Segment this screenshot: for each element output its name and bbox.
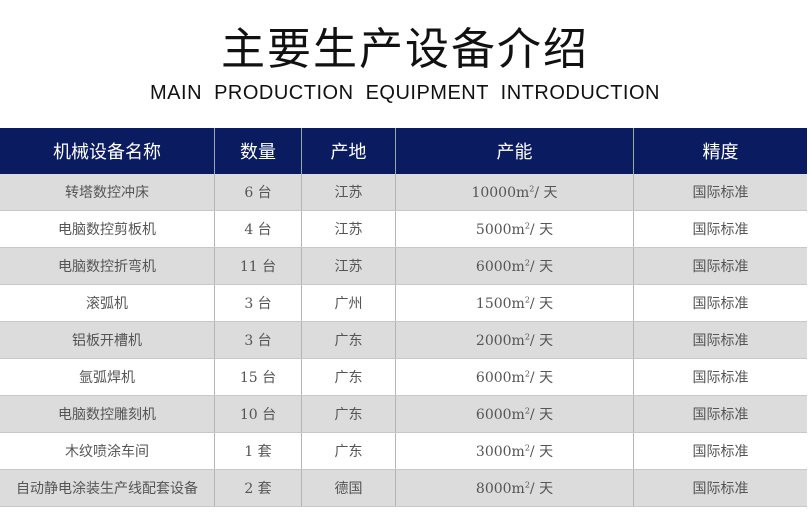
- cell-capacity: 8000m2/ 天: [395, 469, 634, 507]
- capacity-unit-exponent: 2: [524, 221, 530, 231]
- capacity-unit-exponent: 2: [529, 184, 535, 194]
- capacity-unit-exponent: 2: [524, 480, 530, 490]
- capacity-value: 6000: [475, 259, 512, 275]
- cell-quantity: 3 台: [214, 321, 302, 359]
- cell-origin: 德国: [301, 469, 396, 507]
- capacity-unit-exponent: 2: [524, 332, 530, 342]
- cell-precision: 国际标准: [633, 174, 807, 211]
- cell-name: 滚弧机: [0, 284, 215, 322]
- table-row: 电脑数控剪板机 4 台江苏 5000m2/ 天国际标准: [0, 210, 807, 248]
- capacity-value: 10000: [471, 185, 516, 201]
- table-row: 转塔数控冲床 6 台江苏 10000m2/ 天国际标准: [0, 174, 807, 211]
- cell-origin: 广东: [301, 395, 396, 433]
- equipment-table: 机械设备名称 数量 产地 产能 精度 转塔数控冲床 6 台江苏 10000m2/ 天…: [0, 128, 807, 507]
- cell-name: 电脑数控折弯机: [0, 247, 215, 285]
- cell-quantity: 11 台: [214, 247, 302, 285]
- cell-precision: 国际标准: [633, 210, 807, 248]
- cell-capacity: 6000m2/ 天: [395, 358, 634, 396]
- capacity-unit: m: [511, 222, 525, 238]
- cell-quantity: 10 台: [214, 395, 302, 433]
- capacity-unit: m: [511, 444, 525, 460]
- cell-capacity: 5000m2/ 天: [395, 210, 634, 248]
- cell-origin: 江苏: [301, 247, 396, 285]
- cell-origin: 广州: [301, 284, 396, 322]
- cell-precision: 国际标准: [633, 247, 807, 285]
- cell-name: 氩弧焊机: [0, 358, 215, 396]
- capacity-unit: m: [511, 481, 525, 497]
- capacity-per: / 天: [529, 481, 554, 497]
- capacity-per: / 天: [529, 370, 554, 386]
- capacity-value: 6000: [475, 370, 512, 386]
- capacity-unit: m: [511, 333, 525, 349]
- cell-origin: 广东: [301, 321, 396, 359]
- capacity-per: / 天: [529, 407, 554, 423]
- header-name: 机械设备名称: [0, 128, 215, 174]
- capacity-per: / 天: [529, 333, 554, 349]
- capacity-value: 1500: [475, 296, 512, 312]
- table-row: 电脑数控雕刻机 10 台广东 6000m2/ 天国际标准: [0, 395, 807, 433]
- cell-precision: 国际标准: [633, 395, 807, 433]
- table-row: 氩弧焊机 15 台广东 6000m2/ 天国际标准: [0, 358, 807, 396]
- cell-quantity: 3 台: [214, 284, 302, 322]
- capacity-unit-exponent: 2: [524, 369, 530, 379]
- header-precision: 精度: [633, 128, 807, 174]
- cell-origin: 广东: [301, 432, 396, 470]
- cell-capacity: 2000m2/ 天: [395, 321, 634, 359]
- header-origin: 产地: [301, 128, 396, 174]
- capacity-unit: m: [511, 407, 525, 423]
- table-row: 自动静电涂装生产线配套设备 2 套德国 8000m2/ 天国际标准: [0, 469, 807, 507]
- capacity-unit-exponent: 2: [524, 443, 530, 453]
- cell-quantity: 6 台: [214, 174, 302, 211]
- capacity-unit: m: [511, 259, 525, 275]
- capacity-per: / 天: [529, 259, 554, 275]
- capacity-per: / 天: [529, 444, 554, 460]
- cell-capacity: 10000m2/ 天: [395, 174, 634, 211]
- cell-precision: 国际标准: [633, 321, 807, 359]
- capacity-per: / 天: [529, 296, 554, 312]
- cell-name: 电脑数控剪板机: [0, 210, 215, 248]
- cell-precision: 国际标准: [633, 469, 807, 507]
- page-subtitle: MAIN PRODUCTION EQUIPMENT INTRODUCTION: [150, 82, 660, 104]
- capacity-unit-exponent: 2: [524, 406, 530, 416]
- capacity-unit: m: [511, 296, 525, 312]
- header-capacity: 产能: [395, 128, 634, 174]
- page-title: 主要生产设备介绍: [221, 24, 589, 75]
- cell-capacity: 6000m2/ 天: [395, 247, 634, 285]
- cell-origin: 江苏: [301, 174, 396, 211]
- cell-precision: 国际标准: [633, 284, 807, 322]
- capacity-unit-exponent: 2: [524, 295, 530, 305]
- cell-quantity: 15 台: [214, 358, 302, 396]
- cell-name: 木纹喷涂车间: [0, 432, 215, 470]
- cell-quantity: 1 套: [214, 432, 302, 470]
- cell-name: 自动静电涂装生产线配套设备: [0, 469, 215, 507]
- capacity-value: 8000: [475, 481, 512, 497]
- capacity-per: / 天: [534, 185, 558, 201]
- cell-origin: 江苏: [301, 210, 396, 248]
- cell-capacity: 1500m2/ 天: [395, 284, 634, 322]
- cell-name: 转塔数控冲床: [0, 174, 215, 211]
- capacity-unit: m: [516, 185, 530, 201]
- cell-origin: 广东: [301, 358, 396, 396]
- capacity-value: 6000: [475, 407, 512, 423]
- capacity-value: 2000: [475, 333, 512, 349]
- capacity-value: 5000: [475, 222, 512, 238]
- capacity-unit: m: [511, 370, 525, 386]
- table-row: 铝板开槽机 3 台广东 2000m2/ 天国际标准: [0, 321, 807, 359]
- cell-quantity: 4 台: [214, 210, 302, 248]
- cell-capacity: 3000m2/ 天: [395, 432, 634, 470]
- cell-name: 铝板开槽机: [0, 321, 215, 359]
- cell-precision: 国际标准: [633, 432, 807, 470]
- header-quantity: 数量: [214, 128, 302, 174]
- table-header-row: 机械设备名称 数量 产地 产能 精度: [0, 128, 807, 174]
- cell-name: 电脑数控雕刻机: [0, 395, 215, 433]
- table-row: 电脑数控折弯机 11 台江苏 6000m2/ 天国际标准: [0, 247, 807, 285]
- capacity-value: 3000: [475, 444, 512, 460]
- table-row: 滚弧机 3 台广州 1500m2/ 天国际标准: [0, 284, 807, 322]
- table-row: 木纹喷涂车间 1 套广东 3000m2/ 天国际标准: [0, 432, 807, 470]
- cell-quantity: 2 套: [214, 469, 302, 507]
- cell-capacity: 6000m2/ 天: [395, 395, 634, 433]
- cell-precision: 国际标准: [633, 358, 807, 396]
- capacity-per: / 天: [529, 222, 554, 238]
- capacity-unit-exponent: 2: [524, 258, 530, 268]
